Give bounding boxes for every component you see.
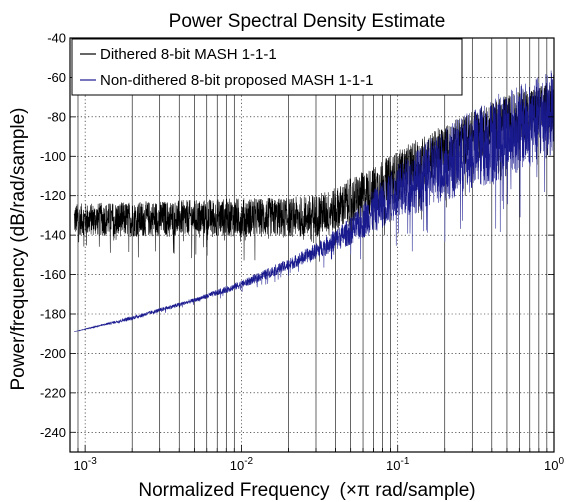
y-tick-label: -220 [40, 385, 66, 400]
x-tick-label-base: 10 [386, 458, 400, 473]
x-tick-label-base: 10 [230, 458, 244, 473]
x-tick-label: 10-3 [73, 456, 97, 473]
x-tick-label: 100 [544, 456, 564, 473]
y-tick-label: -40 [47, 31, 66, 46]
y-tick-label: -100 [40, 149, 66, 164]
x-tick-label-exponent: 0 [558, 456, 564, 467]
y-tick-label: -180 [40, 307, 66, 322]
y-tick-label: -160 [40, 267, 66, 282]
grid-layer [70, 38, 554, 452]
y-tick-label: -80 [47, 109, 66, 124]
x-axis-label-main: Normalized Frequency [138, 480, 330, 501]
x-tick-label-exponent: -3 [88, 456, 97, 467]
y-tick-label: -240 [40, 425, 66, 440]
x-tick-label-exponent: -2 [244, 456, 253, 467]
y-tick-label: -60 [47, 70, 66, 85]
series-layer [74, 71, 554, 332]
chart-title: Power Spectral Density Estimate [169, 11, 446, 32]
plot-frame [70, 38, 554, 452]
x-tick-label: 10-2 [230, 456, 254, 473]
y-tick-label: -200 [40, 346, 66, 361]
x-axis-label-unit: (×π rad/sample) [340, 480, 476, 501]
x-tick-label-base: 10 [544, 458, 558, 473]
x-tick-label-exponent: -1 [400, 456, 409, 467]
legend-label-2: Non-dithered 8-bit proposed MASH 1-1-1 [100, 72, 373, 89]
series-line-2 [74, 71, 554, 332]
x-axis-label: Normalized Frequency (×π rad/sample) [138, 480, 475, 501]
y-tick-label: -140 [40, 228, 66, 243]
x-tick-label-base: 10 [73, 458, 87, 473]
y-axis-label: Power/frequency (dB/rad/sample) [8, 107, 29, 390]
y-tick-label: -120 [40, 188, 66, 203]
x-tick-label: 10-1 [386, 456, 410, 473]
legend-label-1: Dithered 8-bit MASH 1-1-1 [100, 46, 277, 63]
legend: Dithered 8-bit MASH 1-1-1 Non-dithered 8-… [72, 39, 462, 95]
